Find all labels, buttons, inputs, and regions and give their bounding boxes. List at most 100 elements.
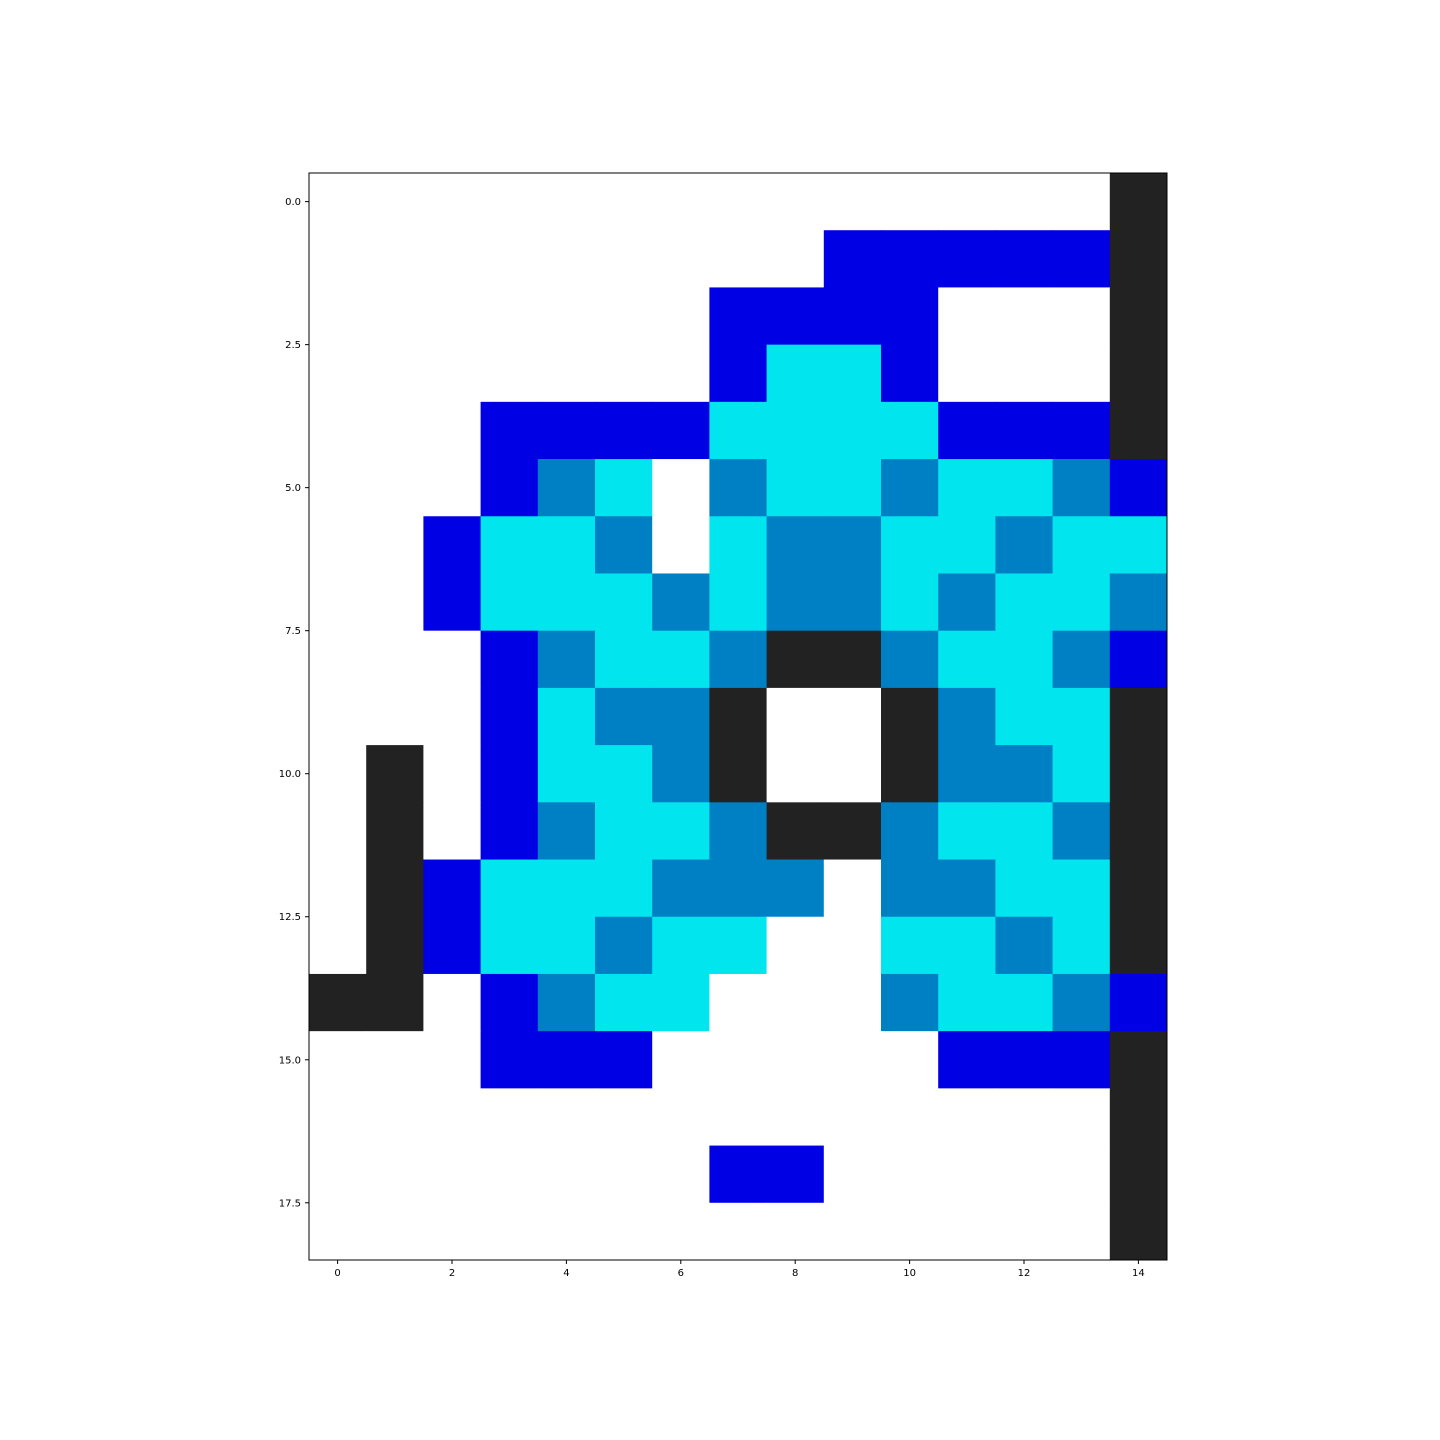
x-tick-label: 2 [449, 1268, 455, 1279]
heatmap-cell [823, 344, 882, 403]
heatmap-cell [1109, 344, 1168, 403]
heatmap-cell [995, 802, 1054, 861]
heatmap-cell [480, 802, 539, 861]
heatmap-cell [938, 916, 996, 975]
heatmap-cell [366, 573, 424, 632]
heatmap-cell [366, 230, 424, 288]
heatmap-cell [1109, 287, 1168, 346]
y-tick-label: 10.0 [279, 769, 301, 780]
heatmap-cell [537, 630, 596, 689]
heatmap-cell [537, 344, 596, 403]
heatmap-cell [823, 459, 882, 517]
heatmap-cell [938, 1031, 996, 1089]
heatmap-cell [309, 916, 367, 975]
heatmap-cell [709, 573, 768, 632]
heatmap-cell [938, 173, 996, 231]
heatmap-cell [309, 802, 367, 861]
heatmap-cell [652, 630, 710, 689]
heatmap-cell [1109, 687, 1168, 746]
heatmap-cell [309, 1031, 367, 1089]
heatmap-cell [537, 916, 596, 975]
y-tick-label: 2.5 [285, 340, 301, 351]
heatmap-cell [881, 516, 939, 574]
heatmap-cell [652, 516, 710, 574]
heatmap-cell [938, 630, 996, 689]
heatmap-cell [709, 287, 768, 346]
heatmap-cell [938, 459, 996, 517]
heatmap-cell [995, 173, 1054, 231]
heatmap-cells [309, 173, 1168, 1261]
heatmap-cell [423, 859, 482, 918]
heatmap-cell [881, 1202, 939, 1261]
heatmap-cell [309, 459, 367, 517]
heatmap-cell [766, 630, 825, 689]
heatmap-cell [423, 687, 482, 746]
heatmap-cell [938, 516, 996, 574]
heatmap-cell [423, 1031, 482, 1089]
heatmap-cell [366, 687, 424, 746]
heatmap-cell [480, 859, 539, 918]
heatmap-cell [537, 687, 596, 746]
heatmap-cell [537, 802, 596, 861]
heatmap-cell [366, 287, 424, 346]
heatmap-cell [537, 859, 596, 918]
heatmap-cell [823, 630, 882, 689]
heatmap-cell [995, 573, 1054, 632]
heatmap-cell [995, 630, 1054, 689]
heatmap-cell [480, 401, 539, 460]
y-tick-label: 17.5 [279, 1198, 301, 1209]
x-tick-label: 0 [334, 1268, 340, 1279]
heatmap-cell [881, 1088, 939, 1147]
plot-frame [308, 172, 1168, 1261]
heatmap-cell [652, 573, 710, 632]
heatmap-cell [309, 173, 367, 231]
heatmap-cell [766, 459, 825, 517]
heatmap-cell [1109, 1145, 1168, 1204]
heatmap-cell [766, 1031, 825, 1089]
heatmap-cell [709, 1031, 768, 1089]
heatmap-cell [881, 687, 939, 746]
heatmap-cell [480, 1088, 539, 1147]
heatmap-cell [366, 802, 424, 861]
heatmap-cell [823, 287, 882, 346]
heatmap-cell [709, 802, 768, 861]
heatmap-cell [652, 459, 710, 517]
heatmap-cell [766, 230, 825, 288]
heatmap-cell [595, 859, 653, 918]
heatmap-cell [480, 516, 539, 574]
heatmap-cell [766, 687, 825, 746]
heatmap-cell [709, 516, 768, 574]
heatmap-cell [480, 916, 539, 975]
x-tick-label: 4 [563, 1268, 569, 1279]
heatmap-cell [938, 230, 996, 288]
heatmap-cell [1109, 459, 1168, 517]
heatmap-cell [881, 401, 939, 460]
heatmap-cell [595, 516, 653, 574]
heatmap-cell [423, 1088, 482, 1147]
heatmap-cell [1109, 859, 1168, 918]
heatmap-cell [881, 573, 939, 632]
heatmap-cell [1109, 230, 1168, 288]
heatmap-cell [595, 916, 653, 975]
heatmap-cell [1052, 287, 1111, 346]
heatmap-cell [309, 516, 367, 574]
heatmap-cell [366, 516, 424, 574]
heatmap-cell [366, 344, 424, 403]
heatmap-cell [366, 1145, 424, 1204]
heatmap-cell [652, 287, 710, 346]
heatmap-cell [938, 401, 996, 460]
heatmap-cell [366, 1031, 424, 1089]
heatmap-cell [652, 1145, 710, 1204]
heatmap-cell [366, 973, 424, 1032]
heatmap-cell [652, 230, 710, 288]
heatmap-cell [1052, 973, 1111, 1032]
heatmap-cell [881, 344, 939, 403]
heatmap-cell [709, 1145, 768, 1204]
heatmap-cell [309, 973, 367, 1032]
heatmap-cell [1109, 1202, 1168, 1261]
heatmap-cell [423, 516, 482, 574]
heatmap-cell [823, 401, 882, 460]
heatmap-cell [766, 573, 825, 632]
heatmap-cell [823, 687, 882, 746]
